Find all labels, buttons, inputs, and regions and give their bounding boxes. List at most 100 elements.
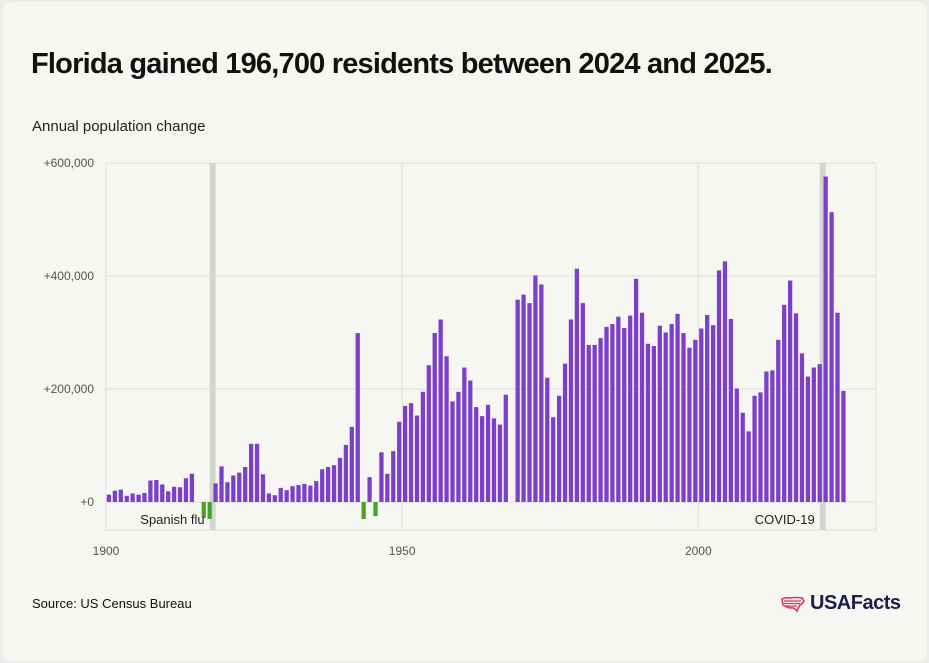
bar [675, 313, 680, 502]
bar [758, 392, 763, 502]
bar [402, 405, 408, 502]
usafacts-logo[interactable]: USAFacts [780, 592, 901, 615]
bar [705, 314, 710, 502]
bar [438, 319, 443, 502]
bar [503, 394, 508, 502]
bar [628, 315, 633, 502]
bar [337, 457, 343, 502]
highlight-band [819, 163, 826, 530]
x-tick-label: 1900 [93, 544, 120, 558]
bar [207, 502, 212, 519]
bar [782, 304, 787, 502]
bar [699, 328, 704, 502]
bar [302, 483, 307, 502]
bar [663, 332, 668, 502]
bar [491, 418, 497, 502]
bar [154, 479, 159, 502]
bar [314, 481, 319, 502]
bar [657, 325, 662, 502]
bar [776, 339, 781, 502]
bar [296, 485, 301, 502]
bar [551, 417, 556, 502]
bar [841, 390, 846, 502]
bar [106, 494, 112, 502]
bar [237, 472, 242, 502]
bar [545, 377, 550, 502]
bar [639, 312, 645, 502]
bar [746, 431, 751, 502]
bar [669, 324, 674, 502]
bar [823, 176, 828, 502]
x-tick-label: 1950 [389, 544, 416, 558]
bar [616, 316, 621, 502]
y-tick-label: +400,000 [44, 269, 95, 283]
bar [515, 299, 520, 502]
bar [533, 275, 538, 502]
source-note: Source: US Census Bureau [32, 596, 192, 611]
bar [645, 343, 651, 502]
bar [568, 319, 574, 502]
bar [687, 347, 692, 502]
bar [130, 493, 135, 502]
bar [604, 326, 609, 502]
bar [136, 494, 141, 502]
bar [817, 364, 822, 502]
bar [693, 339, 698, 502]
bar [811, 367, 816, 502]
bar [799, 353, 805, 502]
bar [716, 270, 722, 502]
y-tick-label: +0 [80, 495, 94, 509]
bar [764, 371, 769, 502]
bar [580, 303, 585, 502]
bar [272, 495, 277, 502]
bar [343, 444, 349, 502]
bar [112, 490, 118, 502]
bar [219, 466, 224, 502]
bar [160, 484, 165, 502]
bar [539, 284, 544, 502]
annotation-label: COVID-19 [755, 512, 815, 527]
bar [355, 333, 360, 502]
bar [474, 407, 479, 502]
bar [485, 404, 491, 502]
x-tick-label: 2000 [685, 544, 712, 558]
bar [574, 268, 580, 502]
annotation-label: Spanish flu [140, 512, 204, 527]
bar [391, 451, 396, 502]
bar [456, 391, 461, 502]
bar [527, 303, 532, 502]
highlight-band [209, 163, 216, 530]
bar [166, 491, 171, 502]
bar [201, 502, 206, 518]
y-tick-label: +600,000 [44, 156, 95, 170]
bar [556, 395, 562, 502]
bar [610, 324, 615, 502]
bar [124, 495, 129, 502]
bar [308, 485, 313, 502]
bar [385, 473, 390, 502]
bar [142, 492, 147, 502]
y-axis-label: Annual population change [32, 118, 206, 135]
bar [521, 294, 526, 502]
bar [284, 490, 289, 502]
bar [373, 502, 378, 517]
bar [367, 477, 372, 502]
us-map-stripes-icon [781, 596, 805, 613]
bar [829, 212, 834, 502]
bar [171, 486, 177, 502]
y-tick-label: +200,000 [44, 382, 95, 396]
bar [260, 474, 266, 502]
bar [361, 502, 366, 519]
bar [254, 443, 260, 502]
bar [728, 318, 734, 502]
bar [787, 280, 793, 502]
bar [770, 370, 775, 502]
bar [231, 475, 236, 502]
bar [586, 344, 591, 502]
bar [835, 312, 840, 502]
bar [248, 443, 254, 502]
bar [740, 412, 745, 502]
bar [468, 380, 473, 502]
bar [349, 426, 354, 502]
